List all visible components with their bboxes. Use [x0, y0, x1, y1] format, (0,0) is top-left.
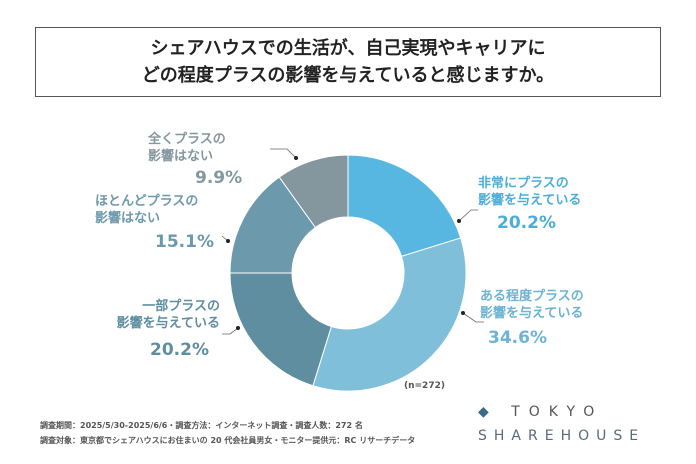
value-slice-2: 20.2%	[150, 340, 209, 360]
logo-tokyo: ◆ TOKYO	[478, 404, 604, 420]
leader-line-0	[458, 209, 478, 222]
donut-slice-2	[229, 272, 332, 387]
title-line2: どの程度プラスの影響を与えていると感じますか。	[141, 65, 555, 86]
logo-mark-icon: ◆	[478, 404, 498, 420]
donut-slice-4	[278, 154, 349, 229]
value-slice-3: 15.1%	[155, 232, 214, 252]
leader-dot-3	[226, 239, 230, 243]
leader-dot-4	[294, 156, 298, 160]
label-slice-1: ある程度プラスの 影響を与えている	[480, 289, 584, 321]
leader-dot-1	[461, 311, 465, 315]
leader-line-4	[270, 148, 297, 159]
footer-line1: 調査期間：2025/5/30-2025/6/6・調査方法：インターネット調査・調…	[40, 421, 363, 430]
leader-dot-2	[236, 326, 240, 330]
value-slice-0: 20.2%	[497, 213, 556, 233]
leader-dot-0	[457, 219, 461, 223]
label-slice-0: 非常にプラスの 影響を与えている	[478, 176, 582, 208]
donut-slice-1	[312, 237, 467, 392]
sample-size-note: (n=272)	[404, 381, 445, 391]
donut-slice-0	[347, 154, 462, 257]
label-slice-2: 一部プラスの 影響を与えている	[116, 299, 220, 331]
logo-sharehouse: SHAREHOUSE	[478, 428, 646, 444]
title-line1: シェアハウスでの生活が、自己実現やキャリアに	[150, 38, 546, 59]
footer-line2: 調査対象：東京都でシェアハウスにお住まいの 20 代会社員男女・モニター提供元：…	[40, 436, 416, 445]
label-slice-3: ほとんどプラスの 影響はない	[95, 194, 199, 226]
title-box: シェアハウスでの生活が、自己実現やキャリアに どの程度プラスの影響を与えていると…	[35, 27, 661, 97]
value-slice-4: 9.9%	[195, 168, 243, 188]
leader-line-2	[222, 327, 239, 335]
value-slice-1: 34.6%	[488, 328, 547, 348]
leader-line-1	[462, 312, 484, 323]
label-slice-4: 全くプラスの 影響はない	[148, 132, 226, 164]
